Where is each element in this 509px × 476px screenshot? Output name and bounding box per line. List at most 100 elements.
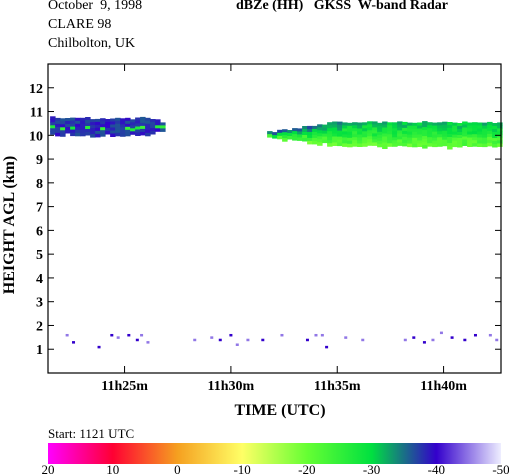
radar-cell xyxy=(327,122,333,126)
radar-cell xyxy=(60,121,66,125)
radar-cell xyxy=(75,117,81,122)
colorbar-tick-label: -30 xyxy=(363,462,380,476)
radar-cell xyxy=(85,117,91,121)
radar-cell xyxy=(115,120,121,125)
radar-cell xyxy=(487,127,493,132)
radar-cell xyxy=(482,134,488,139)
radar-cell xyxy=(387,140,393,144)
radar-cell xyxy=(437,143,443,147)
radar-cell xyxy=(332,124,338,128)
radar-cell xyxy=(110,118,116,122)
clutter-point xyxy=(235,343,239,346)
radar-cell xyxy=(272,132,278,136)
radar-cell xyxy=(472,140,478,144)
radar-cell xyxy=(155,119,161,123)
colorbar-tick-label: -10 xyxy=(233,462,250,476)
radar-cell xyxy=(140,128,146,133)
radar-cell xyxy=(392,131,398,135)
radar-cell xyxy=(367,124,373,128)
clutter-point xyxy=(431,338,435,342)
radar-cell xyxy=(115,132,121,137)
radar-cell xyxy=(382,130,388,134)
radar-cell xyxy=(312,140,318,145)
radar-cell xyxy=(287,136,293,140)
radar-cell xyxy=(432,140,438,145)
radar-cell xyxy=(357,140,363,144)
radar-cell xyxy=(392,140,398,144)
radar-cell xyxy=(407,137,413,142)
radar-cell xyxy=(432,134,438,139)
radar-cell xyxy=(297,137,303,141)
radar-cell xyxy=(307,134,313,139)
radar-cell xyxy=(60,118,66,122)
clutter-point xyxy=(72,341,76,344)
clutter-point xyxy=(412,336,416,339)
radar-cell xyxy=(55,129,61,134)
radar-cell xyxy=(417,140,423,144)
radar-cell xyxy=(150,125,156,129)
radar-cell xyxy=(497,122,503,126)
radar-cell xyxy=(85,123,91,127)
radar-cell xyxy=(65,121,71,125)
radar-cell xyxy=(422,133,428,137)
radar-cell xyxy=(472,131,478,135)
radar-cell xyxy=(65,130,71,134)
radar-cell xyxy=(287,130,293,134)
radar-cell xyxy=(317,124,323,128)
radar-cell xyxy=(327,143,333,147)
radar-cell xyxy=(352,125,358,129)
radar-cell xyxy=(432,137,438,142)
radar-cell xyxy=(342,128,348,132)
y-tick-label: 4 xyxy=(36,272,43,287)
radar-cell xyxy=(80,129,86,134)
clutter-point xyxy=(135,338,139,342)
radar-cell xyxy=(377,137,383,142)
radar-cell xyxy=(462,142,468,146)
radar-cell xyxy=(342,134,348,138)
radar-cell xyxy=(427,122,433,126)
clutter-point xyxy=(140,333,144,337)
radar-cell xyxy=(427,143,433,147)
radar-cell xyxy=(387,143,393,147)
x-tick-label: 11h40m xyxy=(420,379,467,394)
radar-cell xyxy=(497,131,503,135)
radar-cell xyxy=(397,121,403,125)
radar-cell xyxy=(427,137,433,141)
radar-cell xyxy=(387,122,393,126)
radar-cell xyxy=(477,125,483,129)
radar-cell xyxy=(130,122,136,126)
radar-cell xyxy=(317,142,323,146)
radar-cell xyxy=(497,137,503,141)
radar-cell xyxy=(347,137,353,142)
x-tick-label: 11h25m xyxy=(101,379,148,394)
radar-cell xyxy=(467,134,473,138)
radar-cell xyxy=(367,136,373,140)
radar-cell xyxy=(337,139,343,144)
radar-cell xyxy=(417,128,423,132)
radar-cell xyxy=(422,139,428,143)
radar-cell xyxy=(307,140,313,145)
radar-cell xyxy=(337,133,343,138)
radar-cell xyxy=(497,140,503,144)
radar-cell xyxy=(402,136,408,141)
radar-cell xyxy=(497,143,503,147)
clutter-point xyxy=(305,338,309,342)
radar-cell xyxy=(402,121,408,126)
clutter-point xyxy=(127,333,131,337)
radar-cell xyxy=(282,132,288,136)
radar-cell xyxy=(150,128,156,132)
clutter-point xyxy=(450,336,454,339)
radar-cell xyxy=(95,130,101,135)
radar-cell xyxy=(422,142,428,146)
radar-cell xyxy=(432,143,438,148)
radar-cell xyxy=(55,123,61,128)
radar-cell xyxy=(90,128,96,132)
radar-cell xyxy=(457,135,463,139)
clutter-point xyxy=(193,338,197,342)
radar-cell xyxy=(55,117,61,122)
radar-cell xyxy=(135,117,141,121)
radar-cell xyxy=(282,135,288,139)
radar-cell xyxy=(70,123,76,128)
radar-cell xyxy=(332,130,338,134)
